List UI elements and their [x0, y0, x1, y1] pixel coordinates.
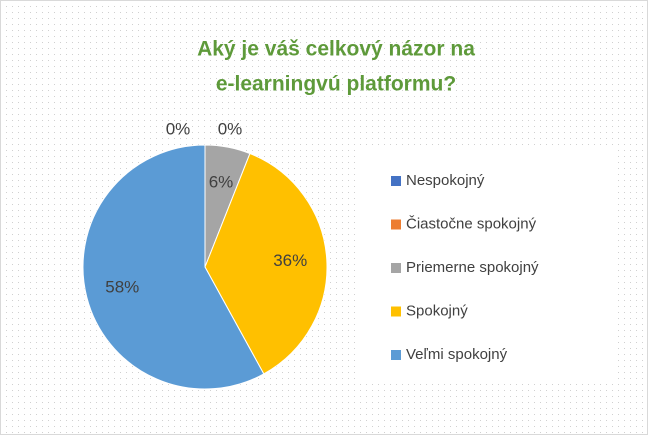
data-label: 0%: [218, 119, 243, 138]
chart-title: e-learningvú platformu?: [216, 73, 456, 96]
data-label: 6%: [209, 173, 234, 192]
legend-label: Priemerne spokojný: [406, 259, 539, 276]
legend-swatch: [391, 263, 401, 273]
pie-slice: [82, 144, 265, 390]
legend-label: Nespokojný: [406, 172, 485, 189]
data-label: 0%: [166, 119, 191, 138]
legend-swatch: [391, 176, 401, 186]
pie-slice: [204, 152, 328, 375]
legend-label: Čiastočne spokojný: [406, 215, 537, 232]
legend-swatch: [391, 350, 401, 360]
legend-label: Spokojný: [406, 302, 468, 319]
legend-swatch: [391, 306, 401, 317]
legend-swatch: [391, 219, 401, 230]
data-label: 36%: [273, 251, 307, 270]
legend-label: Veľmi spokojný: [406, 346, 508, 363]
data-label: 58%: [105, 278, 139, 297]
chart-title: Aký je váš celkový názor na: [197, 38, 475, 61]
